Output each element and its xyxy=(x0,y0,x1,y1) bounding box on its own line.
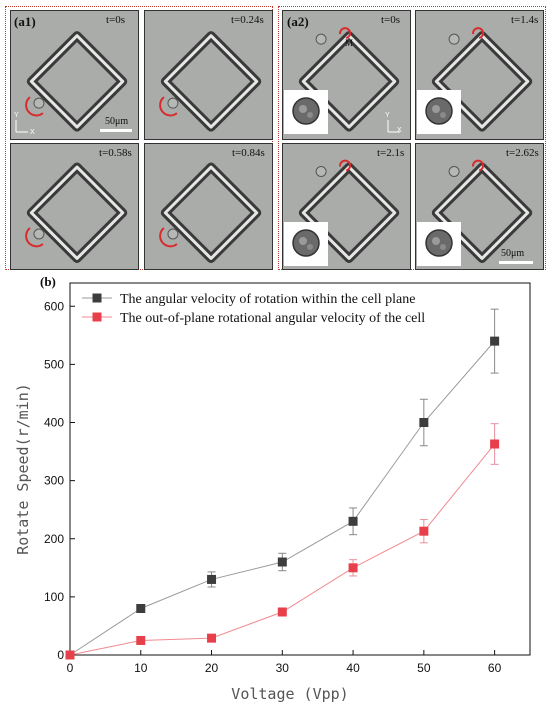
data-point xyxy=(136,604,146,613)
data-point xyxy=(419,526,429,536)
series-line xyxy=(69,443,496,656)
a2-inset-3 xyxy=(284,222,328,266)
micrograph-image xyxy=(145,11,272,139)
a2-scale-label: 50μm xyxy=(501,248,525,259)
x-tick-label: 50 xyxy=(417,661,431,675)
a2-scale-bar xyxy=(499,261,533,264)
x-tick-label: 0 xyxy=(67,661,74,675)
cell-inset-image xyxy=(284,222,328,266)
x-tick-label: 40 xyxy=(346,661,360,675)
a1-scale-bar xyxy=(100,129,132,132)
a1-axis-arrows xyxy=(15,120,28,133)
a1-time-2: t=0.24s xyxy=(231,14,264,26)
data-point xyxy=(207,633,217,643)
a1-scale-label: 50μm xyxy=(105,116,129,127)
data-point xyxy=(65,650,75,660)
a1-time-4: t=0.84s xyxy=(232,147,265,159)
data-point xyxy=(136,635,146,645)
a2-inset-4 xyxy=(417,222,461,266)
y-axis-label: Rotate Speed(r/min) xyxy=(14,383,32,555)
cell-inset-image xyxy=(417,90,461,134)
panel-a1-label: (a1) xyxy=(14,14,36,29)
a2-time-3: t=2.1s xyxy=(377,147,405,159)
x-tick-label: 30 xyxy=(276,661,290,675)
data-point xyxy=(207,574,217,584)
a2-inset-2 xyxy=(417,90,461,134)
a1-axis-y: Y xyxy=(14,112,19,119)
a1-time-3: t=0.58s xyxy=(99,147,132,159)
y-tick-label: 100 xyxy=(44,590,64,604)
a2-axis-x: X xyxy=(397,127,402,134)
a2-marker-m: M xyxy=(345,38,354,48)
x-tick-label: 60 xyxy=(488,661,502,675)
data-point xyxy=(348,563,358,573)
micrograph-image xyxy=(145,144,272,269)
legend-marker xyxy=(92,293,102,303)
a2-axis-arrows xyxy=(387,120,400,133)
legend-label: The out-of-plane rotational angular velo… xyxy=(120,311,425,326)
legend-marker xyxy=(92,312,102,322)
y-tick-label: 0 xyxy=(57,648,64,662)
a2-inset-1 xyxy=(284,90,328,134)
y-tick-label: 600 xyxy=(44,299,64,313)
cell-inset-image xyxy=(417,222,461,266)
a2-time-4: t=2.62s xyxy=(506,147,539,159)
y-tick-label: 500 xyxy=(44,357,64,371)
x-tick-label: 10 xyxy=(134,661,148,675)
micrograph-image xyxy=(11,144,138,269)
a1-frame-4 xyxy=(144,143,273,270)
x-axis-label: Voltage (Vpp) xyxy=(231,685,348,703)
a1-frame-1 xyxy=(10,10,139,140)
data-point xyxy=(490,439,500,449)
panel-a2-frame xyxy=(278,6,546,270)
data-point xyxy=(419,418,429,427)
y-tick-label: 300 xyxy=(44,474,64,488)
data-point xyxy=(277,557,287,567)
plot-frame xyxy=(69,282,531,656)
series-1 xyxy=(65,308,500,660)
data-point xyxy=(490,336,500,346)
a2-time-1: t=0s xyxy=(381,14,401,26)
legend: The angular velocity of rotation within … xyxy=(82,292,425,326)
cell-inset-image xyxy=(284,90,328,134)
a1-time-1: t=0s xyxy=(106,14,126,26)
a2-time-2: t=1.4s xyxy=(511,14,539,26)
a1-frame-2 xyxy=(144,10,273,140)
a2-axis-y: Y xyxy=(385,112,390,119)
legend-label: The angular velocity of rotation within … xyxy=(120,292,415,307)
panel-a2-label: (a2) xyxy=(287,14,309,29)
x-tick-label: 20 xyxy=(205,661,219,675)
y-tick-label: 200 xyxy=(44,532,64,546)
a1-frame-3 xyxy=(10,143,139,270)
micrograph-image xyxy=(11,11,138,139)
a1-axis-x: X xyxy=(30,129,35,136)
panel-b-label: (b) xyxy=(40,274,56,289)
data-point xyxy=(348,516,358,526)
series-2 xyxy=(65,423,500,660)
y-tick-label: 400 xyxy=(44,416,64,430)
data-point xyxy=(277,607,287,617)
